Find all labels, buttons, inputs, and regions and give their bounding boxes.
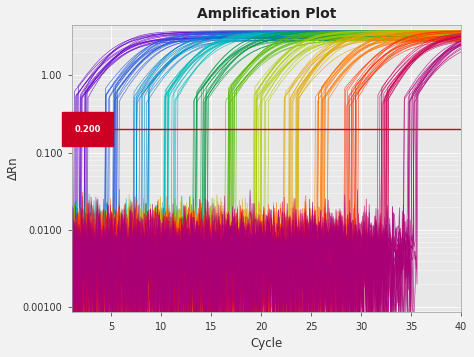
Y-axis label: ΔRn: ΔRn: [7, 157, 20, 181]
Text: 0.200: 0.200: [74, 125, 101, 134]
X-axis label: Cycle: Cycle: [250, 337, 283, 350]
Title: Amplification Plot: Amplification Plot: [197, 7, 336, 21]
